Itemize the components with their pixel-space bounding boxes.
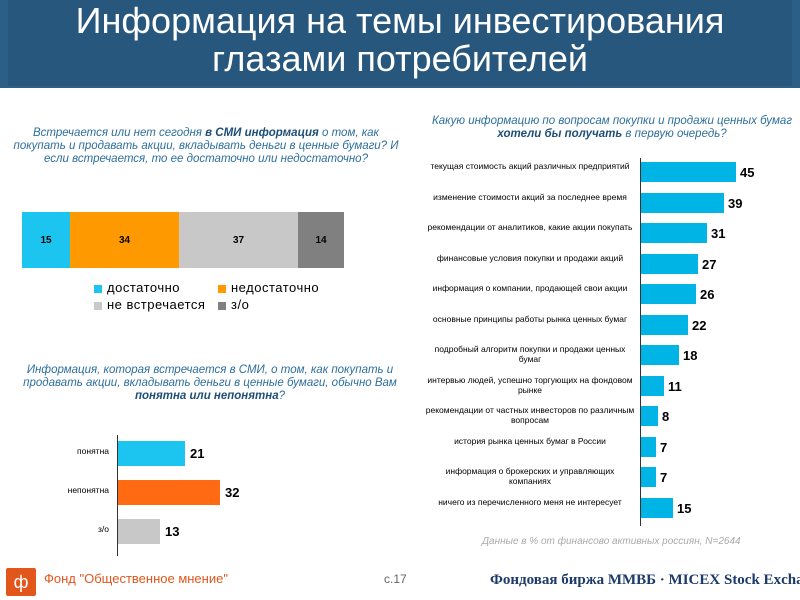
q2-text-b: понятна или непонятна	[134, 390, 279, 402]
q1-text-c: о том, как покупать и продавать акции, в…	[13, 127, 399, 165]
q3-value-label: 22	[692, 318, 707, 333]
legend-swatch	[218, 301, 226, 310]
page-title: Информация на темы инвестирования глазам…	[75, 0, 725, 79]
q3-bar	[641, 406, 658, 426]
q1-text-b: в СМИ информация	[205, 127, 319, 139]
q2-bar	[118, 480, 220, 505]
legend-label: недостаточно	[231, 280, 320, 295]
q2-text: Информация, которая встречается в СМИ, о…	[14, 364, 406, 403]
q3-category-label: информация о компании, продающей свои ак…	[432, 283, 628, 293]
legend-swatch	[94, 284, 102, 293]
q1-stacked-bar: 15 34 37 14	[22, 212, 344, 268]
header: Информация на темы инвестирования глазам…	[0, 0, 800, 88]
q3-bar	[641, 254, 698, 274]
fom-logo-icon: ф	[6, 568, 36, 596]
q2-text-a: Информация, которая встречается в СМИ, о…	[23, 364, 397, 389]
q2-category-label: з/о	[98, 524, 109, 534]
q3-value-label: 15	[677, 501, 692, 516]
q3-category-label: финансовые условия покупки и продажи акц…	[436, 253, 624, 263]
q3-bar	[641, 437, 656, 457]
q3-category-label: рекомендации от аналитиков, какие акции …	[427, 222, 633, 232]
q3-category-label: интервью людей, успешно торгующих на фон…	[427, 375, 633, 395]
q3-value-label: 7	[660, 440, 668, 455]
q3-category-label: информация о брокерских и управляющих ко…	[445, 466, 615, 486]
q3-bar	[641, 345, 679, 365]
exchange-logo: Фондовая биржа ММВБ · MICEX Stock Exchan…	[490, 572, 800, 588]
title-box: Информация на темы инвестирования глазам…	[8, 0, 792, 86]
stack-segment-0: 15	[22, 212, 70, 268]
q2-value-label: 13	[165, 524, 180, 539]
q3-bar	[641, 498, 673, 518]
legend-label: достаточно	[107, 280, 181, 295]
q3-bar	[641, 467, 656, 487]
q2-value-label: 21	[190, 446, 205, 461]
q3-text-b: хотели бы получать	[497, 128, 623, 140]
q3-category-label: основные принципы работы рынка ценных бу…	[432, 314, 628, 324]
q2-category-label: понятна	[77, 446, 109, 456]
q2-category-label: непонятна	[67, 485, 109, 495]
q3-value-label: 39	[728, 196, 743, 211]
stack-segment-1: 34	[70, 212, 179, 268]
q3-value-label: 7	[660, 470, 668, 485]
q3-category-label: текущая стоимость акций различных предпр…	[430, 161, 630, 171]
q3-bar	[641, 376, 664, 396]
page-number: с.17	[384, 572, 407, 586]
q3-value-label: 18	[683, 348, 698, 363]
q3-value-label: 45	[740, 165, 755, 180]
q2-text-c: ?	[278, 390, 285, 402]
q3-value-label: 11	[668, 379, 682, 394]
q2-value-label: 32	[225, 485, 240, 500]
stack-segment-2: 37	[179, 212, 298, 268]
q3-category-label: ничего из перечисленного меня не интерес…	[438, 497, 622, 507]
q3-category-label: подробный алгоритм покупки и продажи цен…	[434, 344, 626, 364]
q3-bar	[641, 284, 696, 304]
legend-not-found: не встречается	[94, 297, 205, 312]
q2-bar	[118, 441, 185, 466]
org-name: Фонд "Общественное мнение"	[44, 571, 228, 586]
q2-bar	[118, 519, 160, 544]
q3-bar	[641, 193, 724, 213]
q1-text: Встречается или нет сегодня в СМИ информ…	[10, 127, 402, 166]
q3-category-label: история рынка ценных бумаг в России	[454, 436, 606, 446]
legend-insufficient: недостаточно	[218, 280, 319, 295]
q2-axis-line	[117, 435, 118, 556]
legend-label: з/о	[231, 297, 250, 312]
q3-axis-line	[640, 158, 641, 526]
q3-value-label: 27	[702, 257, 717, 272]
q1-text-a: Встречается или нет сегодня	[33, 127, 206, 139]
legend-sufficient: достаточно	[94, 280, 180, 295]
q3-value-label: 31	[711, 226, 726, 241]
q3-bar	[641, 315, 688, 335]
legend-swatch	[94, 301, 102, 310]
data-note: Данные в % от финансово активных россиян…	[482, 536, 741, 547]
q3-text: Какую информацию по вопросам покупки и п…	[432, 115, 792, 141]
q3-text-a: Какую информацию по вопросам покупки и п…	[432, 115, 792, 127]
legend-swatch	[218, 284, 226, 293]
q3-value-label: 8	[662, 409, 670, 424]
q3-bar	[641, 162, 736, 182]
legend-no-answer: з/о	[218, 297, 249, 312]
q3-value-label: 26	[700, 287, 715, 302]
q3-bar	[641, 223, 707, 243]
q3-category-label: изменение стоимости акций за последнее в…	[433, 192, 627, 202]
q3-text-c: в первую очередь?	[622, 128, 727, 140]
legend-label: не встречается	[107, 297, 206, 312]
stack-segment-3: 14	[298, 212, 344, 268]
q3-category-label: рекомендации от частных инвесторов по ра…	[425, 405, 635, 425]
